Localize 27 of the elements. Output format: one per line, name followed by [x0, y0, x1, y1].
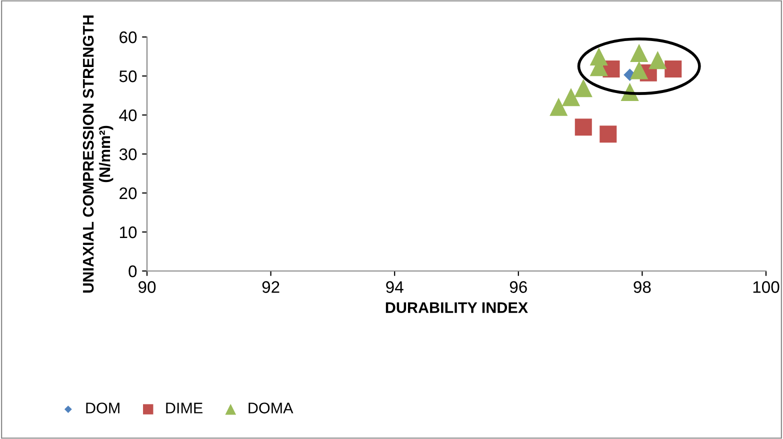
point [664, 60, 682, 78]
y-tick-label: 10 [120, 226, 137, 238]
y-tick-label: 0 [128, 265, 137, 278]
point [600, 126, 617, 143]
x-tick-label: 94 [386, 281, 404, 293]
y-tick-label: 20 [120, 187, 137, 200]
point [562, 88, 580, 106]
y-tick-label: 40 [119, 109, 137, 122]
x-tick-label: 96 [510, 281, 527, 293]
y-tick-label: 50 [119, 70, 137, 82]
point [630, 44, 648, 62]
x-tick-label: 100 [753, 281, 780, 293]
legend-label: DOMA [248, 402, 294, 414]
y-tick-label: 30 [119, 148, 137, 160]
x-tick-label: 90 [138, 281, 156, 293]
y-tick-label: 60 [120, 31, 137, 44]
point [574, 79, 592, 98]
point [550, 98, 568, 116]
x-tick-label: 92 [262, 281, 280, 293]
legend-label: DIME [166, 402, 202, 414]
x-axis-title: DURABILITY INDEX [386, 302, 528, 314]
point [574, 118, 592, 136]
y-axis-title: UNIAXIAL COMPRESSION STRENGTH (N/mm²) [82, 16, 114, 293]
legend-label: DOM [86, 402, 120, 414]
point [630, 61, 648, 80]
x-tick-label: 98 [634, 281, 651, 293]
point [648, 50, 667, 70]
